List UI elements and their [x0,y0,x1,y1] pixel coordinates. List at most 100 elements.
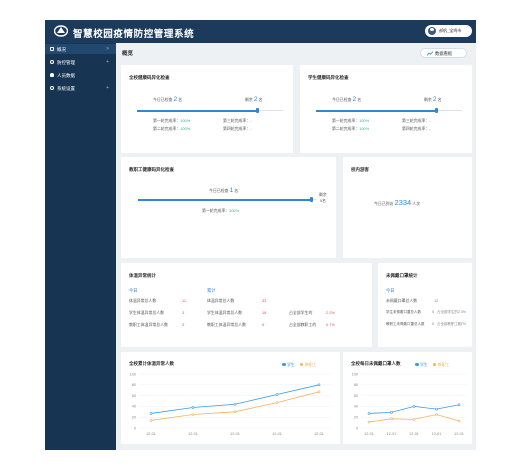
row-share-label: 占全部教职工的 [289,322,317,327]
row-share-label: 占全部学生的 [289,310,313,315]
campus-visitors-card: 校内游客 今日已到访 2334 人次 [343,157,472,258]
data-point[interactable] [191,406,195,409]
x-tick-label: 12-01 [272,432,282,436]
row-value: 5 [432,322,434,326]
page-title: 概览 [122,51,134,57]
data-point[interactable] [390,411,393,414]
row-label: 教职工体温异常总人数 [129,322,168,327]
remaining-value: 2 [432,96,437,103]
card-title: 学生健康码异化检查 [308,75,349,80]
data-point[interactable] [435,413,438,416]
card-title: 体温异常统计 [129,273,156,278]
x-tick-label: 12-01 [230,432,240,436]
data-point[interactable] [367,412,371,415]
row-label: 未佩戴口罩总人数 [386,298,418,303]
data-point[interactable] [435,407,438,411]
sidebar-item-settings[interactable]: 系统设置 + [45,83,116,93]
today-checked-value: 2 [352,96,357,103]
data-point[interactable] [457,419,461,423]
card-title: 校内游客 [351,167,369,172]
today-checked-value: 2 [173,96,178,103]
user-icon [50,73,54,77]
data-point[interactable] [275,401,279,404]
chevron-right-icon: > [106,46,109,52]
sidebar-item-people[interactable]: 人员数据 [45,70,116,80]
data-point[interactable] [149,419,153,422]
y-tick-label: 60 [354,394,358,398]
sidebar: 概况 > 防控管理 + 人员数据 系统设置 + [45,43,116,450]
progress-fill [316,108,438,113]
progress-fill [137,108,259,113]
y-tick-label: 80 [354,383,358,387]
chart-title: 全校累计体温异常人数 [129,361,174,366]
data-point[interactable] [457,403,461,407]
gear-icon [50,86,54,90]
round-1-rate: 第一轮完成率：100% [202,208,240,213]
row-value: 5 [432,310,434,314]
today-header: 今日 [129,288,138,293]
remaining: 剩余 0名 [319,192,327,203]
row-share-value: 2.2% [326,310,335,315]
x-tick-label: 12-01 [409,432,419,436]
row-total-value: 5 [262,322,265,327]
data-point[interactable] [233,410,237,414]
sidebar-item-prevention[interactable]: 防控管理 + [45,57,116,67]
round-3-rate: 第三轮完成率：- [402,118,431,123]
data-point[interactable] [191,413,195,416]
data-point[interactable] [233,402,237,406]
user-menu[interactable]: 郝帆_宝鸡市 [425,25,472,37]
y-tick-label: 100 [352,372,358,376]
y-tick-label: 100 [130,372,136,376]
big-screen-label: 数据看板 [435,51,453,56]
logo-icon [54,25,68,37]
user-name: 郝帆_宝鸡市 [439,28,462,33]
grid-icon [50,47,54,51]
data-point[interactable] [412,418,416,421]
row-share-value: 2.3% [458,310,466,314]
y-tick-label: 40 [132,405,136,409]
big-screen-button[interactable]: 数据看板 [420,48,467,58]
sidebar-item-label: 人员数据 [57,72,75,78]
row-total-label: 学生体温异常总人数 [207,310,243,315]
legend-student-label: 学生 [420,362,428,367]
data-point[interactable] [275,393,279,396]
x-tick-label: 12-01 [314,432,324,436]
y-tick-label: 20 [132,416,136,420]
round-2-rate: 第二轮完成率：100% [153,126,191,131]
today-header: 今日 [386,288,395,293]
today-checked-value: 1 [229,187,234,194]
y-tick-label: 80 [132,383,136,387]
series-line-student [150,384,320,414]
data-point[interactable] [412,405,416,408]
row-label: 学生体温异常总人数 [129,310,165,315]
round-4-rate: 第四轮完成率：- [402,126,431,131]
chart-title: 全校每日未佩戴口罩人数 [351,361,401,366]
data-point[interactable] [317,390,321,394]
data-point[interactable] [149,412,153,415]
trend-icon [427,51,433,56]
x-tick-label: 12-01 [146,432,156,436]
data-point[interactable] [367,420,371,424]
row-label: 体温异常总人数 [129,298,157,303]
legend-student-label: 学生 [287,362,295,367]
data-point[interactable] [390,417,393,421]
sidebar-item-overview[interactable]: 概况 > [45,44,116,54]
sidebar-item-label: 系统设置 [57,85,75,91]
legend-dot-student [415,362,419,367]
y-tick-label: 20 [354,416,358,420]
y-tick-label: 60 [132,394,136,398]
series-line-staff [150,391,320,421]
row-share-value: 0.7% [458,322,466,326]
top-bar: 智慧校园疫情防控管理系统 郝帆_宝鸡市 [45,20,476,43]
y-tick-label: 0 [356,426,358,430]
total-header: 累计 [207,288,216,293]
breadcrumb: 概览 数据看板 [116,43,476,62]
x-tick-label: 12-01 [454,432,464,436]
card-title: 全校健康码异化检查 [129,75,170,80]
legend-dot-student [282,362,286,367]
chart-legend: 学生 教职工 [282,362,317,368]
line-chart-masks: 0 20 40 60 80 100 12-01 12-01 12-01 12-01 12-01 [352,372,467,436]
sidebar-item-label: 概况 [57,46,66,52]
round-1-rate: 第一轮完成率：100% [153,118,191,123]
data-point[interactable] [317,383,321,387]
